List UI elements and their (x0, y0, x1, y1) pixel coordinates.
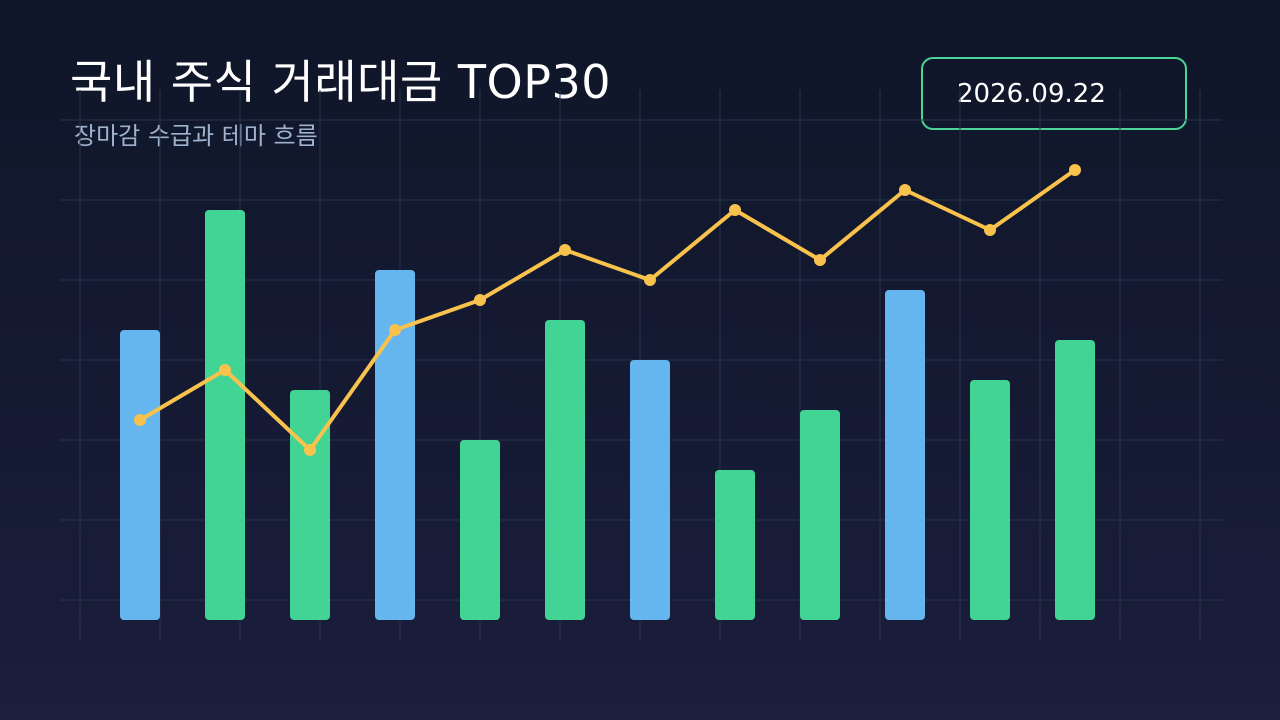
chart-subtitle: 장마감 수급과 테마 흐름 (74, 122, 318, 150)
bar (290, 390, 330, 620)
line-series (134, 164, 1081, 456)
bar (1055, 340, 1095, 620)
line-point (729, 204, 741, 216)
bar (885, 290, 925, 620)
line-point (134, 414, 146, 426)
bar (205, 210, 245, 620)
bar-series (120, 210, 1095, 620)
bar (460, 440, 500, 620)
bar (970, 380, 1010, 620)
date-badge: 2026.09.22 (921, 57, 1187, 130)
trend-line (138, 168, 1077, 452)
line-point (814, 254, 826, 266)
line-point (559, 244, 571, 256)
bar (800, 410, 840, 620)
bar (715, 470, 755, 620)
bar (375, 270, 415, 620)
line-point (984, 224, 996, 236)
bar (630, 360, 670, 620)
bar (120, 330, 160, 620)
line-point (389, 324, 401, 336)
date-text: 2026.09.22 (957, 78, 1106, 109)
line-point (899, 184, 911, 196)
line-point (1069, 164, 1081, 176)
line-point (304, 444, 316, 456)
line-point (474, 294, 486, 306)
line-point (219, 364, 231, 376)
line-point (644, 274, 656, 286)
bar (545, 320, 585, 620)
